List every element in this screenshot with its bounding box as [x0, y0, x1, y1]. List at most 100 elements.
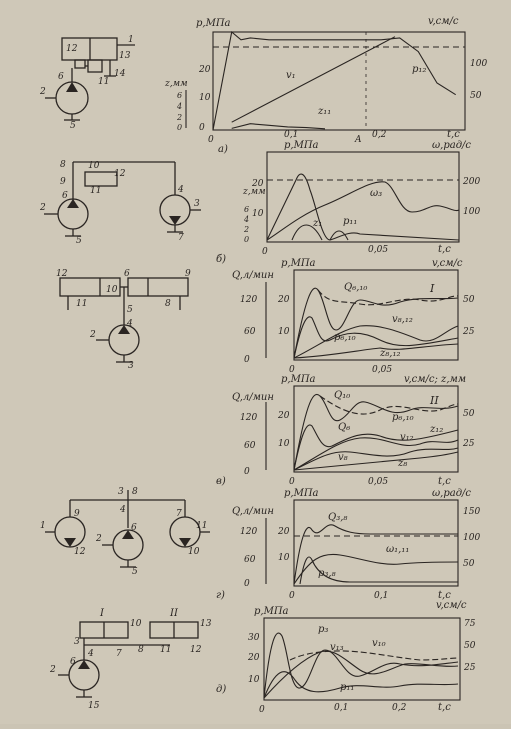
callout: 5 — [127, 305, 133, 315]
series-omega111-line — [293, 553, 459, 585]
callout: 3 — [194, 199, 200, 209]
d-xlabel: t,c — [438, 702, 451, 713]
callout: 11 — [160, 645, 171, 655]
tick-label: 0,05 — [372, 365, 392, 375]
series-Q10-line — [293, 393, 459, 471]
series-label-Q6: Q₆ — [338, 422, 350, 433]
series-Q38-line — [293, 524, 458, 585]
callout: 8 — [165, 299, 171, 309]
v2-q-axis-label: Q,л/мин — [232, 392, 274, 403]
tick-label: 25 — [462, 327, 475, 337]
b-right-axis-label: ω,рад/с — [432, 140, 471, 151]
series-label-p11: p₁₁ — [340, 682, 354, 693]
callout: 4 — [87, 649, 94, 659]
v1-plot-frame — [293, 269, 459, 361]
g-right-axis-label: ω,рад/с — [432, 488, 471, 499]
tick-label: 0 — [289, 591, 295, 601]
tick-label: 120 — [240, 413, 257, 423]
a-right-axis-label: v,см/с — [428, 16, 459, 27]
callout: 4 — [126, 319, 133, 329]
series-label-Q38: Q₃,₈ — [328, 512, 347, 523]
tick-label: 0,2 — [392, 703, 407, 713]
series-v1-line — [231, 36, 396, 123]
v2-right-axis-label: v,см/с; z,мм — [404, 374, 466, 385]
panel-b: 8 9 10 11 12 2 6 5 4 3 7 p,МПа ω,рад/с z… — [39, 140, 480, 265]
tick-label: 20 — [277, 295, 290, 305]
series-label-p11: p₁₁ — [343, 216, 357, 227]
g-q-axis-label: Q,л/мин — [232, 506, 274, 517]
tick-label: 100 — [463, 533, 480, 543]
tick-label: 0,1 — [284, 130, 298, 140]
b-plot-frame — [266, 151, 460, 243]
tick-label: 0,05 — [368, 245, 388, 255]
tick-label: 200 — [462, 177, 480, 187]
callout: 11 — [76, 299, 87, 309]
callout: 4 — [119, 505, 126, 515]
tick-label: 50 — [464, 641, 476, 651]
tick-label: 20 — [247, 653, 260, 663]
callout: 7 — [176, 509, 182, 519]
series-v812-line — [293, 325, 459, 359]
panel-label-v: в) — [216, 476, 226, 487]
roman-label-II: II — [429, 394, 439, 407]
series-v10-line — [289, 650, 459, 661]
callout: 8 — [132, 487, 138, 497]
series-label-v13: v₁₃ — [330, 642, 344, 653]
callout: 6 — [58, 72, 64, 82]
tick-label: 6 — [244, 205, 249, 214]
series-label-z8: z₈ — [397, 458, 407, 469]
tick-label: 120 — [240, 295, 257, 305]
tick-label: 50 — [463, 559, 475, 569]
b-left-axis-label: p,МПа — [284, 140, 319, 151]
callout: 10 — [130, 619, 142, 629]
callout: 8 — [60, 160, 66, 170]
v2-plot-frame — [293, 385, 459, 473]
tick-label: 100 — [470, 59, 487, 69]
tick-label: 0 — [208, 135, 214, 145]
tick-label: 0,05 — [368, 477, 388, 487]
tick-label: 75 — [464, 619, 476, 629]
tick-label: 25 — [462, 439, 475, 449]
panel-label-d: д) — [216, 684, 226, 695]
panel-g: 3 8 4 1 9 7 12 6 11 2 10 5 p,МПа Q,л/мин… — [40, 487, 480, 601]
a-schematic: 1 12 13 14 11 6 2 5 — [39, 35, 135, 131]
tick-label: 60 — [244, 441, 256, 451]
b-z-axis-label: z,мм — [242, 187, 266, 197]
series-z11-line — [231, 123, 326, 130]
tick-label: 50 — [463, 295, 475, 305]
series-z1-line — [291, 224, 349, 241]
tick-label: 10 — [252, 209, 264, 219]
callout: 11 — [90, 186, 101, 196]
series-label-Q10: Q₁₀ — [334, 390, 350, 401]
callout: 10 — [106, 285, 118, 295]
tick-label: 0,2 — [372, 130, 387, 140]
series-label-v8: v₈ — [338, 452, 348, 463]
callout: 1 — [128, 35, 134, 45]
series-label-Q610: Q₆,₁₀ — [344, 282, 367, 293]
callout: 10 — [88, 161, 100, 171]
tick-label: 0 — [199, 123, 205, 133]
series-v8-line — [293, 447, 459, 471]
series-label-p12: p₁₂ — [412, 64, 426, 75]
callout: 5 — [70, 121, 76, 131]
callout: 2 — [89, 330, 96, 340]
v1-left-axis-label: p,МПа — [281, 258, 316, 269]
tick-label: 10 — [278, 327, 290, 337]
callout: 4 — [177, 185, 184, 195]
panel-d: I II 10 13 3 4 7 11 12 6 8 2 15 p,МПа v,… — [49, 600, 476, 715]
callout: 1 — [40, 521, 46, 531]
tick-label: 0 — [244, 579, 250, 589]
v-schematic: 12 11 10 6 9 8 5 4 2 3 — [56, 269, 191, 371]
series-p3-line — [263, 632, 459, 699]
series-label-v12: v₁₂ — [400, 432, 414, 443]
panel-label-g: г) — [216, 590, 225, 601]
tick-label: 10 — [248, 675, 260, 685]
tick-label: 60 — [244, 555, 256, 565]
a-left-axis-label: p,МПа — [196, 18, 231, 29]
tick-label: 4 — [243, 215, 249, 224]
panel-a: 1 12 13 14 11 6 2 5 p,МПа v,см/с z,мм 0 … — [39, 16, 487, 155]
a-z-axis-label: z,мм — [164, 79, 188, 89]
callout: 5 — [76, 236, 82, 246]
callout: 2 — [49, 665, 56, 675]
callout: 12 — [114, 169, 126, 179]
